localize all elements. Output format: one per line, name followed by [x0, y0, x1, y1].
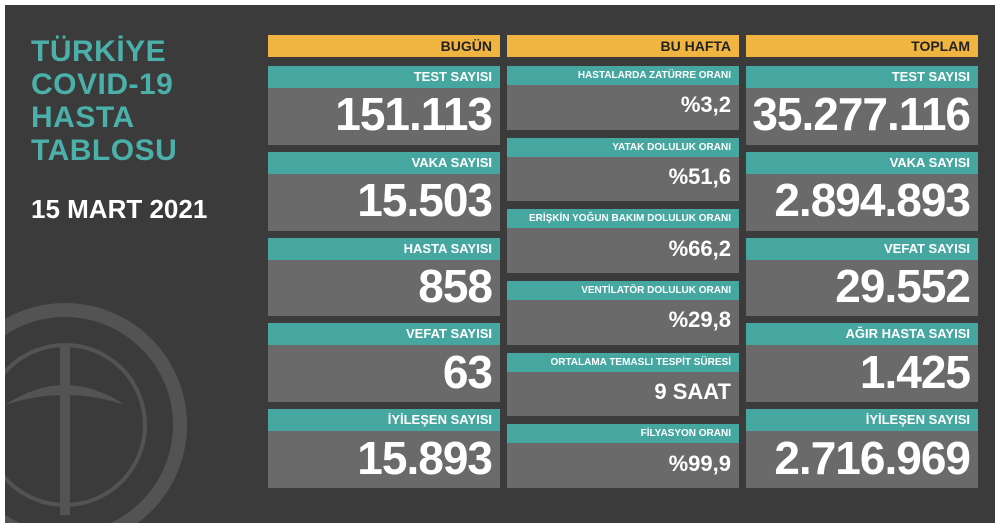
stat-label: HASTALARDA ZATÜRRE ORANI — [507, 66, 739, 85]
stat-card: ERİŞKİN YOĞUN BAKIM DOLULUK ORANI %66,2 — [507, 209, 739, 273]
stat-value: 151.113 — [335, 88, 493, 141]
stat-label: VAKA SAYISI — [746, 151, 978, 174]
title-line: TÜRKİYE — [31, 35, 167, 68]
stat-value: 63 — [442, 345, 493, 398]
stat-card: TEST SAYISI 151.113 — [268, 66, 500, 145]
stat-value: 2.716.969 — [774, 431, 971, 484]
stat-value: %3,2 — [680, 92, 731, 118]
stat-value: %66,2 — [668, 235, 731, 261]
stat-label: AĞIR HASTA SAYISI — [746, 323, 978, 346]
title-line: HASTA — [31, 101, 135, 134]
column-header: TOPLAM — [746, 35, 978, 57]
stat-label: TEST SAYISI — [746, 66, 978, 88]
stat-value: 9 SAAT — [654, 378, 731, 404]
stat-label: VEFAT SAYISI — [268, 323, 500, 346]
stat-value: 15.503 — [357, 174, 493, 227]
stat-card: YATAK DOLULUK ORANI %51,6 — [507, 137, 739, 202]
stat-card: VENTİLATÖR DOLULUK ORANI %29,8 — [507, 281, 739, 345]
stat-value: 35.277.116 — [752, 88, 971, 141]
stat-card: VEFAT SAYISI 63 — [268, 323, 500, 403]
stat-label: İYİLEŞEN SAYISI — [268, 409, 500, 432]
date: 15 MART 2021 — [31, 194, 208, 224]
stat-label: TEST SAYISI — [268, 66, 500, 88]
stat-card: VAKA SAYISI 2.894.893 — [746, 151, 978, 231]
stat-card: VEFAT SAYISI 29.552 — [746, 237, 978, 317]
stat-label: VAKA SAYISI — [268, 151, 500, 174]
column-header: BUGÜN — [268, 35, 500, 57]
panel: 15 MART 2021 TÜRKİYE COVID-19 HASTA TABLOSU… — [5, 5, 995, 523]
stat-value: 2.894.893 — [774, 174, 971, 227]
stat-value: %51,6 — [668, 163, 731, 189]
stat-label: ORTALAMA TEMASLI TESPİT SÜRESİ — [507, 352, 739, 372]
stat-label: VENTİLATÖR DOLULUK ORANI — [507, 281, 739, 300]
stat-card: HASTALARDA ZATÜRRE ORANI %3,2 — [507, 66, 739, 130]
stat-card: ORTALAMA TEMASLI TESPİT SÜRESİ 9 SAAT — [507, 352, 739, 417]
stat-value: %99,9 — [668, 450, 731, 476]
stat-label: VEFAT SAYISI — [746, 237, 978, 260]
stat-card: VAKA SAYISI 15.503 — [268, 151, 500, 231]
stat-value: %29,8 — [668, 307, 731, 333]
stat-card: HASTA SAYISI 858 — [268, 237, 500, 317]
stat-value: 15.893 — [357, 431, 493, 484]
title-line: COVID-19 — [31, 68, 174, 101]
stat-card: AĞIR HASTA SAYISI 1.425 — [746, 323, 978, 403]
stat-label: YATAK DOLULUK ORANI — [507, 137, 739, 157]
stat-label: FİLYASYON ORANI — [507, 424, 739, 444]
stat-label: ERİŞKİN YOĞUN BAKIM DOLULUK ORANI — [507, 209, 739, 229]
stat-value: 29.552 — [835, 259, 971, 312]
stat-card: İYİLEŞEN SAYISI 2.716.969 — [746, 409, 978, 488]
stat-label: HASTA SAYISI — [268, 237, 500, 260]
title-line: TABLOSU — [31, 134, 178, 167]
emblem — [5, 303, 187, 523]
stat-card: FİLYASYON ORANI %99,9 — [507, 424, 739, 488]
stat-card: TEST SAYISI 35.277.116 — [746, 66, 978, 145]
stat-value: 858 — [418, 259, 493, 312]
stat-value: 1.425 — [859, 345, 971, 398]
column-header: BU HAFTA — [507, 35, 739, 57]
stat-label: İYİLEŞEN SAYISI — [746, 409, 978, 432]
stat-card: İYİLEŞEN SAYISI 15.893 — [268, 409, 500, 488]
